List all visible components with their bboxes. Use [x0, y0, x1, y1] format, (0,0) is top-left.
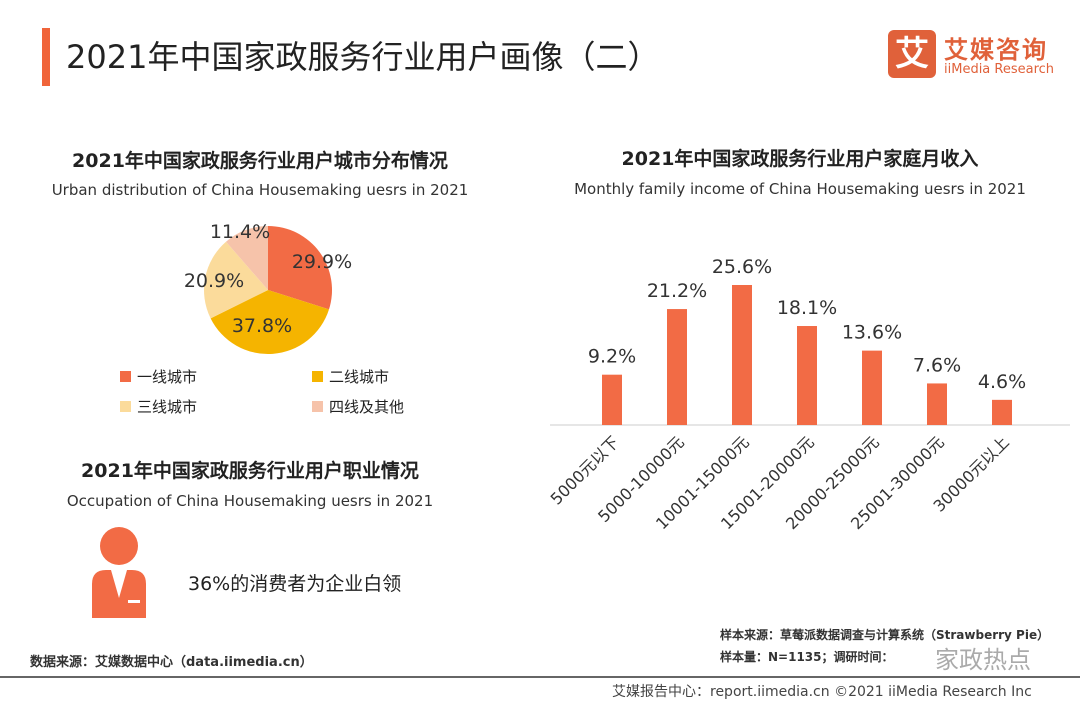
footer: 艾媒报告中心：report.iimedia.cn ©2021 iiMedia R… — [612, 684, 1032, 700]
sample-size: 样本量：N=1135；调研时间： — [720, 650, 894, 664]
bar-chart: 9.2%5000元以下21.2%5000-10000元25.6%10001-15… — [547, 256, 1070, 533]
watermark: 家政热点 — [935, 646, 1031, 674]
bar — [992, 399, 1012, 425]
logo-en: iiMedia Research — [944, 62, 1055, 77]
pie-slice — [268, 226, 333, 310]
occupation-subtitle: Occupation of China Housemaking uesrs in… — [66, 492, 434, 510]
businessperson-icon — [92, 527, 146, 618]
divider — [0, 676, 1080, 678]
pie-subtitle: Urban distribution of China Housemaking … — [51, 181, 469, 199]
bar-label: 13.6% — [842, 322, 902, 344]
bar-label: 4.6% — [978, 371, 1026, 393]
bar-title: 2021年中国家政服务行业用户家庭月收入 — [621, 148, 979, 170]
bar-label: 18.1% — [777, 297, 837, 319]
legend-item-tier2: 二线城市 — [312, 366, 389, 387]
logo: 艾 艾媒咨询 iiMedia Research — [888, 30, 1068, 82]
pie-slice — [204, 241, 268, 319]
pie-label: 29.9% — [292, 251, 352, 273]
pie-label: 37.8% — [232, 315, 292, 337]
bar-label: 25.6% — [712, 256, 772, 278]
legend-item-tier1: 一线城市 — [120, 366, 197, 387]
bar — [667, 309, 687, 425]
data-source: 数据来源：艾媒数据中心（data.iimedia.cn） — [30, 655, 313, 670]
page-title: 2021年中国家政服务行业用户画像（二） — [66, 38, 660, 76]
sample-source: 样本来源：草莓派数据调查与计算系统（Strawberry Pie） — [720, 628, 1050, 642]
legend-item-tier4: 四线及其他 — [312, 396, 404, 417]
occupation-title: 2021年中国家政服务行业用户职业情况 — [81, 460, 419, 482]
title-accent-bar — [42, 28, 50, 86]
bar — [732, 285, 752, 425]
bar-label: 9.2% — [588, 346, 636, 368]
pie-label: 20.9% — [184, 270, 244, 292]
bar-subtitle: Monthly family income of China Housemaki… — [574, 180, 1026, 198]
bar — [602, 374, 622, 425]
bar-label: 7.6% — [913, 354, 961, 376]
logo-cn: 艾媒咨询 — [944, 36, 1048, 64]
pie-label: 11.4% — [210, 221, 270, 243]
pie-chart: 29.9% 37.8% 20.9% 11.4% — [184, 221, 352, 354]
pie-slice — [225, 226, 268, 290]
bar — [927, 383, 947, 425]
pie-slice — [210, 290, 329, 354]
occupation-text: 36%的消费者为企业白领 — [188, 573, 402, 595]
pie-title: 2021年中国家政服务行业用户城市分布情况 — [72, 150, 448, 172]
bar — [797, 326, 817, 425]
bar — [862, 350, 882, 425]
legend-item-tier3: 三线城市 — [120, 396, 197, 417]
logo-mark: 艾 — [888, 30, 936, 78]
bar-label: 21.2% — [647, 280, 707, 302]
